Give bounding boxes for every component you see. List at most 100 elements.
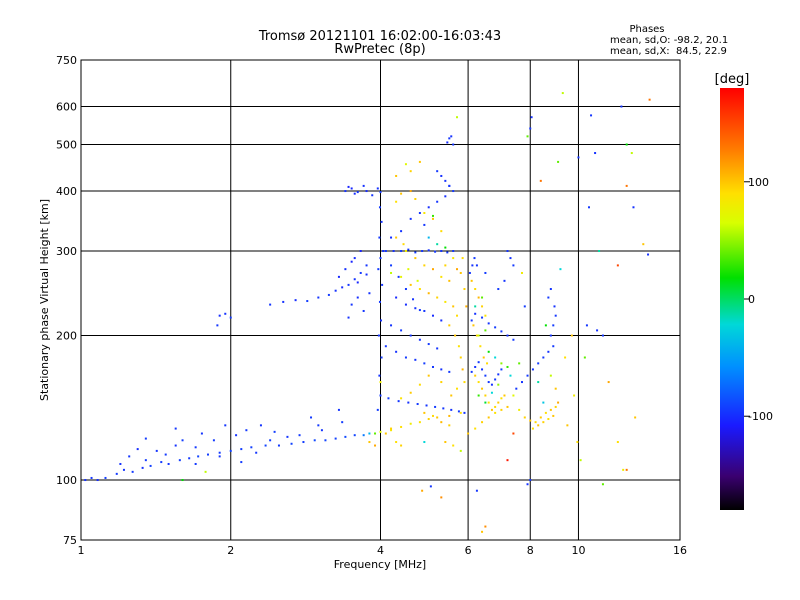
data-point (240, 448, 243, 451)
data-point (630, 152, 633, 155)
data-point (250, 446, 253, 449)
data-point (337, 275, 340, 278)
data-point (298, 434, 301, 437)
data-point (547, 418, 550, 421)
data-point (481, 368, 484, 371)
data-point (378, 300, 381, 303)
data-point (356, 281, 359, 284)
y-tick-label: 100 (56, 474, 77, 487)
x-tick-label: 16 (673, 544, 687, 557)
data-point (423, 212, 426, 215)
data-point (506, 459, 509, 462)
y-tick-label: 300 (56, 245, 77, 258)
data-point (122, 468, 125, 471)
data-point (520, 381, 523, 384)
data-point (174, 427, 177, 430)
data-point (434, 405, 437, 408)
data-point (459, 449, 462, 452)
data-point (598, 250, 601, 253)
data-point (286, 435, 289, 438)
data-point (549, 288, 552, 291)
data-point (320, 429, 323, 432)
data-point (484, 401, 487, 404)
data-point (448, 324, 451, 327)
data-point (520, 271, 523, 274)
data-point (440, 230, 443, 233)
data-point (350, 303, 353, 306)
data-point (334, 289, 337, 292)
data-point (269, 303, 272, 306)
data-point (368, 292, 371, 295)
data-point (468, 271, 471, 274)
data-point (463, 411, 466, 414)
data-point (218, 451, 221, 454)
data-point (155, 449, 158, 452)
data-point (290, 442, 293, 445)
data-point (526, 483, 529, 486)
data-point (477, 381, 480, 384)
chart-title: Tromsø 20121101 16:02:00-16:03:43 (258, 29, 501, 44)
data-point (509, 374, 512, 377)
data-point (380, 319, 383, 322)
data-point (362, 434, 365, 437)
data-point (380, 220, 383, 223)
data-point (224, 424, 227, 427)
data-point (539, 416, 542, 419)
colorbar-tick-label: -100 (748, 410, 773, 423)
data-point (371, 194, 374, 197)
data-point (490, 408, 493, 411)
data-point (397, 275, 400, 278)
data-point (368, 432, 371, 435)
data-point (446, 141, 449, 144)
data-point (427, 249, 430, 252)
data-point (423, 441, 426, 444)
x-tick-label: 1 (78, 544, 85, 557)
data-point (395, 200, 398, 203)
data-point (306, 300, 309, 303)
data-point (374, 444, 377, 447)
data-point (427, 374, 430, 377)
data-point (500, 362, 503, 365)
data-point (395, 236, 398, 239)
x-tick-label: 6 (465, 544, 472, 557)
data-point (444, 195, 447, 198)
data-point (334, 437, 337, 440)
data-point (554, 314, 557, 317)
data-point (474, 374, 477, 377)
data-point (526, 135, 529, 138)
data-point (547, 296, 550, 299)
data-point (452, 257, 455, 260)
data-point (484, 374, 487, 377)
data-point (128, 455, 131, 458)
data-point (431, 268, 434, 271)
data-point (452, 190, 455, 193)
data-point (440, 250, 443, 253)
data-point (444, 246, 447, 249)
data-point (409, 422, 412, 425)
data-point (365, 264, 368, 267)
data-point (418, 421, 421, 424)
data-point (594, 152, 597, 155)
data-point (418, 212, 421, 215)
data-point (341, 286, 344, 289)
data-point (397, 400, 400, 403)
data-point (444, 264, 447, 267)
data-point (378, 206, 381, 209)
y-tick-label: 400 (56, 185, 77, 198)
data-point (174, 444, 177, 447)
data-point (404, 303, 407, 306)
data-point (436, 170, 439, 173)
data-point (353, 192, 356, 195)
data-point (313, 439, 316, 442)
data-point (347, 185, 350, 188)
data-point (470, 319, 473, 322)
data-point (509, 257, 512, 260)
data-point (487, 350, 490, 353)
data-point (500, 330, 503, 333)
data-point (136, 448, 139, 451)
data-point (167, 462, 170, 465)
data-point (490, 383, 493, 386)
data-point (423, 309, 426, 312)
data-point (390, 236, 393, 239)
x-tick-label: 4 (377, 544, 384, 557)
